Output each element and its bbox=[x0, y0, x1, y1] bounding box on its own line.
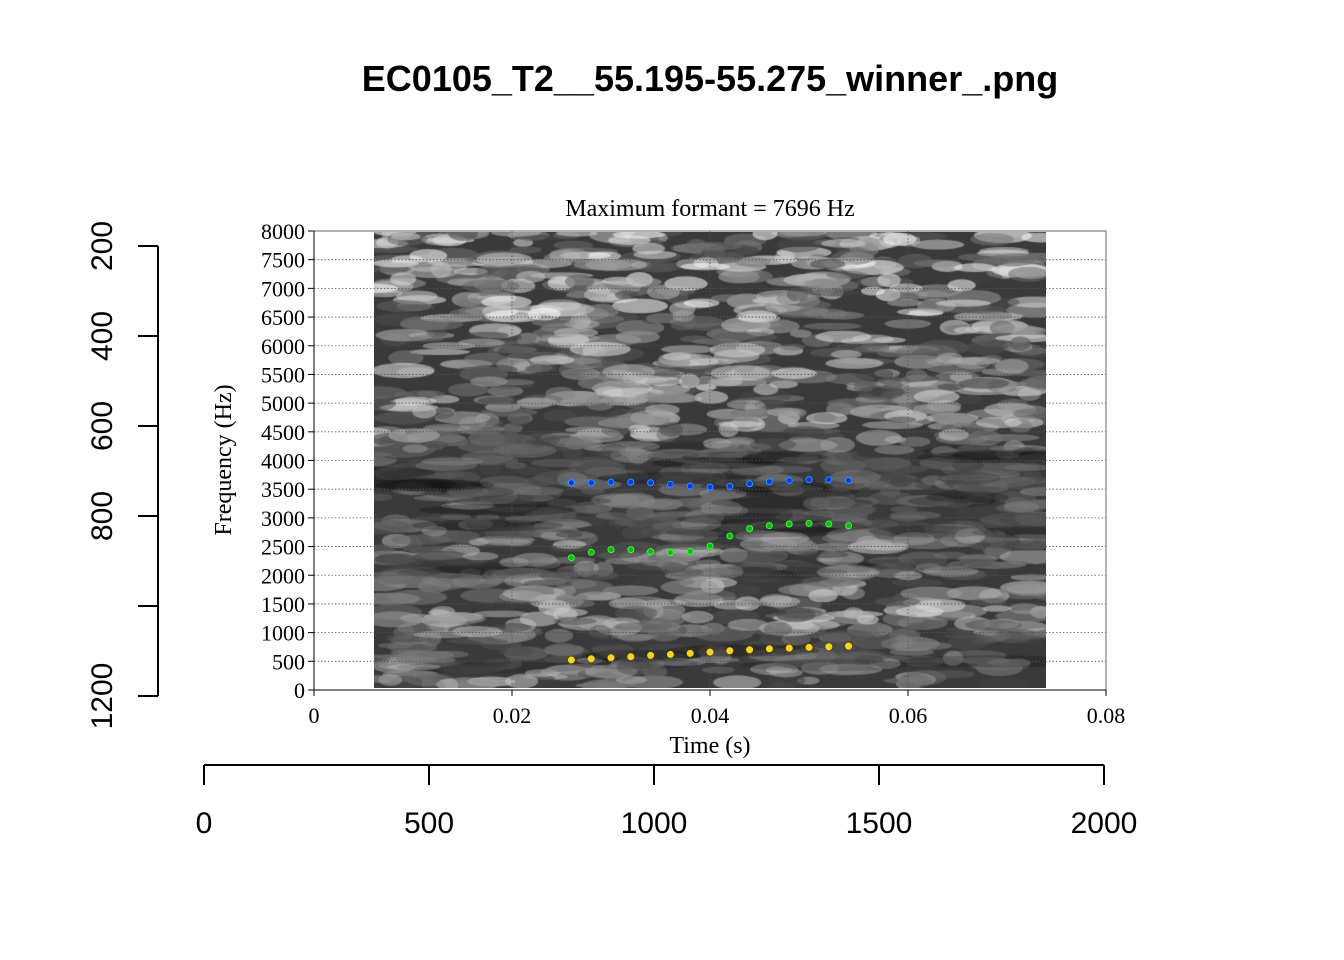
formant-point-f3 bbox=[587, 479, 595, 487]
y-tick-label: 7000 bbox=[261, 276, 305, 301]
y-tick-label: 1000 bbox=[261, 621, 305, 646]
formant-point-f3 bbox=[567, 479, 575, 487]
x-tick-label: 0.02 bbox=[493, 703, 532, 728]
x-tick-label: 0.06 bbox=[889, 703, 928, 728]
formant-point-f2 bbox=[627, 546, 635, 554]
formant-point-f1 bbox=[666, 650, 674, 658]
formant-point-f2 bbox=[706, 542, 714, 550]
formant-point-f1 bbox=[607, 654, 615, 662]
y-tick-label: 6000 bbox=[261, 334, 305, 359]
figure-title: EC0105_T2__55.195-55.275_winner_.png bbox=[362, 58, 1058, 99]
chart-title: Maximum formant = 7696 Hz bbox=[565, 196, 855, 222]
y-tick-label: 4000 bbox=[261, 449, 305, 474]
formant-point-f2 bbox=[785, 520, 793, 528]
formant-point-f1 bbox=[785, 644, 793, 652]
outer-bottom-tick-label: 500 bbox=[404, 807, 454, 840]
y-tick-label: 6500 bbox=[261, 305, 305, 330]
y-tick-label: 1500 bbox=[261, 592, 305, 617]
formant-point-f2 bbox=[726, 532, 734, 540]
formant-point-f1 bbox=[726, 647, 734, 655]
formant-point-f1 bbox=[647, 651, 655, 659]
outer-left-tick-label: 400 bbox=[86, 311, 119, 361]
y-axis-label: Frequency (Hz) bbox=[211, 384, 237, 535]
formant-point-f2 bbox=[567, 554, 575, 562]
formant-point-f1 bbox=[706, 648, 714, 656]
y-tick-label: 0 bbox=[294, 678, 305, 703]
x-axis-label: Time (s) bbox=[669, 733, 750, 759]
formant-point-f3 bbox=[607, 478, 615, 486]
formant-point-f3 bbox=[825, 476, 833, 484]
formant-point-f2 bbox=[587, 548, 595, 556]
formant-point-f2 bbox=[746, 525, 754, 533]
y-tick-label: 8000 bbox=[261, 219, 305, 244]
x-tick-label: 0.04 bbox=[691, 703, 730, 728]
y-tick-label: 7500 bbox=[261, 248, 305, 273]
y-tick-label: 5000 bbox=[261, 391, 305, 416]
formant-point-f2 bbox=[647, 548, 655, 556]
y-tick-label: 2500 bbox=[261, 535, 305, 560]
formant-point-f2 bbox=[825, 520, 833, 528]
outer-left-tick-label: 1200 bbox=[86, 663, 119, 730]
outer-bottom-tick-label: 1500 bbox=[846, 807, 913, 840]
formant-point-f2 bbox=[607, 546, 615, 554]
formant-point-f1 bbox=[825, 643, 833, 651]
y-tick-label: 3500 bbox=[261, 477, 305, 502]
formant-point-f2 bbox=[686, 548, 694, 556]
formant-point-f1 bbox=[845, 642, 853, 650]
formant-point-f3 bbox=[666, 480, 674, 488]
formant-point-f3 bbox=[845, 476, 853, 484]
formant-point-f2 bbox=[805, 519, 813, 527]
formant-point-f3 bbox=[746, 480, 754, 488]
y-tick-label: 5500 bbox=[261, 362, 305, 387]
x-tick-label: 0 bbox=[309, 703, 320, 728]
formant-point-f3 bbox=[805, 476, 813, 484]
formant-point-f3 bbox=[627, 478, 635, 486]
formant-point-f1 bbox=[587, 655, 595, 663]
formant-point-f1 bbox=[805, 643, 813, 651]
y-tick-label: 2000 bbox=[261, 563, 305, 588]
formant-point-f1 bbox=[765, 645, 773, 653]
formant-point-f1 bbox=[746, 646, 754, 654]
formant-point-f2 bbox=[845, 522, 853, 530]
outer-left-tick-label: 800 bbox=[86, 491, 119, 541]
formant-point-f3 bbox=[706, 483, 714, 491]
outer-left-tick-label: 200 bbox=[86, 221, 119, 271]
formant-point-f1 bbox=[567, 656, 575, 664]
x-tick-label: 0.08 bbox=[1087, 703, 1126, 728]
outer-bottom-tick-label: 0 bbox=[196, 807, 213, 840]
y-tick-label: 3000 bbox=[261, 506, 305, 531]
formant-point-f3 bbox=[765, 478, 773, 486]
formant-point-f3 bbox=[726, 482, 734, 490]
formant-point-f3 bbox=[785, 476, 793, 484]
outer-left-tick-label: 600 bbox=[86, 401, 119, 451]
formant-point-f3 bbox=[686, 482, 694, 490]
y-tick-label: 500 bbox=[272, 649, 305, 674]
outer-bottom-tick-label: 2000 bbox=[1071, 807, 1138, 840]
formant-point-f1 bbox=[686, 649, 694, 657]
formant-point-f2 bbox=[666, 549, 674, 557]
formant-point-f1 bbox=[627, 653, 635, 661]
formant-point-f2 bbox=[765, 522, 773, 530]
formant-point-f3 bbox=[647, 479, 655, 487]
outer-bottom-tick-label: 1000 bbox=[621, 807, 688, 840]
y-tick-label: 4500 bbox=[261, 420, 305, 445]
